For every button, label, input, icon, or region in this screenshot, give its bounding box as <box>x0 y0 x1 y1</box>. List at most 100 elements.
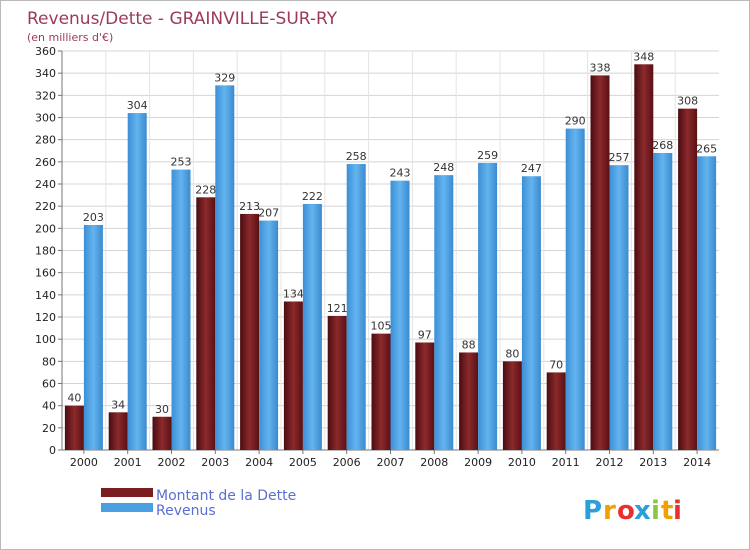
debt-bar <box>415 342 435 450</box>
revenue-bar <box>609 165 629 451</box>
data-label: 228 <box>195 183 216 196</box>
data-label: 222 <box>302 190 323 203</box>
debt-bar <box>546 372 566 450</box>
revenue-bar <box>697 156 717 450</box>
revenue-bar <box>83 225 103 450</box>
chart-subtitle: (en milliers d'€) <box>27 31 113 44</box>
revenue-bar <box>565 128 585 450</box>
logo-letter: o <box>617 496 635 526</box>
y-tick-label: 240 <box>35 178 56 191</box>
x-tick-label: 2000 <box>70 456 98 469</box>
y-tick-label: 80 <box>42 355 56 368</box>
y-tick-label: 140 <box>35 289 56 302</box>
y-tick-label: 300 <box>35 112 56 125</box>
revenue-bar <box>215 85 235 450</box>
data-label: 97 <box>418 328 432 341</box>
debt-bar <box>459 352 479 450</box>
y-tick-label: 20 <box>42 422 56 435</box>
data-label: 80 <box>505 347 519 360</box>
y-tick-label: 160 <box>35 267 56 280</box>
data-label: 253 <box>171 156 192 169</box>
debt-bar <box>590 75 610 450</box>
x-tick-label: 2004 <box>245 456 273 469</box>
y-tick-label: 360 <box>35 45 56 58</box>
x-tick-label: 2005 <box>289 456 317 469</box>
data-label: 243 <box>390 167 411 180</box>
revenue-bar <box>390 180 410 451</box>
data-label: 40 <box>67 392 81 405</box>
y-tick-label: 200 <box>35 222 56 235</box>
data-label: 70 <box>549 358 563 371</box>
debt-bar <box>64 405 84 450</box>
chart-title: Revenus/Dette - GRAINVILLE-SUR-RY <box>27 9 338 29</box>
debt-bar <box>327 315 347 450</box>
y-tick-label: 320 <box>35 89 56 102</box>
legend-label: Revenus <box>156 503 216 519</box>
y-tick-label: 260 <box>35 156 56 169</box>
revenue-bar <box>127 113 147 451</box>
x-tick-label: 2014 <box>683 456 711 469</box>
revenue-bar <box>171 169 191 450</box>
x-tick-label: 2010 <box>508 456 536 469</box>
legend-label: Montant de la Dette <box>156 488 296 504</box>
x-tick-label: 2007 <box>377 456 405 469</box>
logo-letter: r <box>603 496 616 526</box>
data-label: 34 <box>111 398 125 411</box>
x-tick-label: 2001 <box>114 456 142 469</box>
y-tick-label: 0 <box>49 444 56 457</box>
revenue-bar <box>434 175 454 450</box>
y-tick-label: 280 <box>35 134 56 147</box>
x-tick-label: 2011 <box>552 456 580 469</box>
x-tick-label: 2008 <box>420 456 448 469</box>
plot-area: 0 20 40 60 80 100 120 140 160 180 200 220 240 260 280 3… <box>35 45 719 469</box>
x-tick-label: 2003 <box>201 456 229 469</box>
data-label: 134 <box>283 287 304 300</box>
debt-bar <box>371 333 391 450</box>
x-tick-label: 2009 <box>464 456 492 469</box>
legend-swatch <box>101 503 153 512</box>
data-label: 248 <box>433 161 454 174</box>
data-label: 88 <box>462 338 476 351</box>
data-label: 213 <box>239 200 260 213</box>
y-tick-label: 180 <box>35 245 56 258</box>
debt-bar <box>634 64 654 451</box>
logo-letter: t <box>661 496 673 526</box>
y-tick-label: 220 <box>35 200 56 213</box>
revenue-bar <box>478 162 498 451</box>
data-label: 308 <box>677 95 698 108</box>
data-label: 259 <box>477 149 498 162</box>
data-label: 348 <box>633 50 654 63</box>
x-tick-label: 2012 <box>596 456 624 469</box>
data-label: 121 <box>327 302 348 315</box>
debt-bar <box>152 416 172 450</box>
x-tick-label: 2006 <box>333 456 361 469</box>
data-label: 258 <box>346 150 367 163</box>
debt-bar <box>240 213 260 450</box>
debt-bar <box>678 108 698 450</box>
y-tick-label: 120 <box>35 311 56 324</box>
revenue-bar <box>653 152 673 450</box>
data-label: 207 <box>258 207 279 220</box>
revenue-bar <box>521 176 541 450</box>
debt-bar <box>108 412 128 450</box>
y-tick-label: 40 <box>42 400 56 413</box>
revenue-bar <box>259 220 279 450</box>
data-label: 257 <box>609 151 630 164</box>
y-tick-label: 340 <box>35 67 56 80</box>
data-label: 105 <box>371 320 392 333</box>
logo-letter: i <box>673 496 682 526</box>
logo-letter: x <box>634 496 651 526</box>
revenue-bar <box>346 164 366 451</box>
logo-letter: P <box>583 496 602 526</box>
x-tick-label: 2002 <box>158 456 186 469</box>
logo-letter: i <box>651 496 660 526</box>
data-label: 338 <box>590 61 611 74</box>
data-label: 329 <box>214 71 235 84</box>
data-label: 203 <box>83 211 104 224</box>
data-label: 247 <box>521 162 542 175</box>
data-label: 290 <box>565 115 586 128</box>
